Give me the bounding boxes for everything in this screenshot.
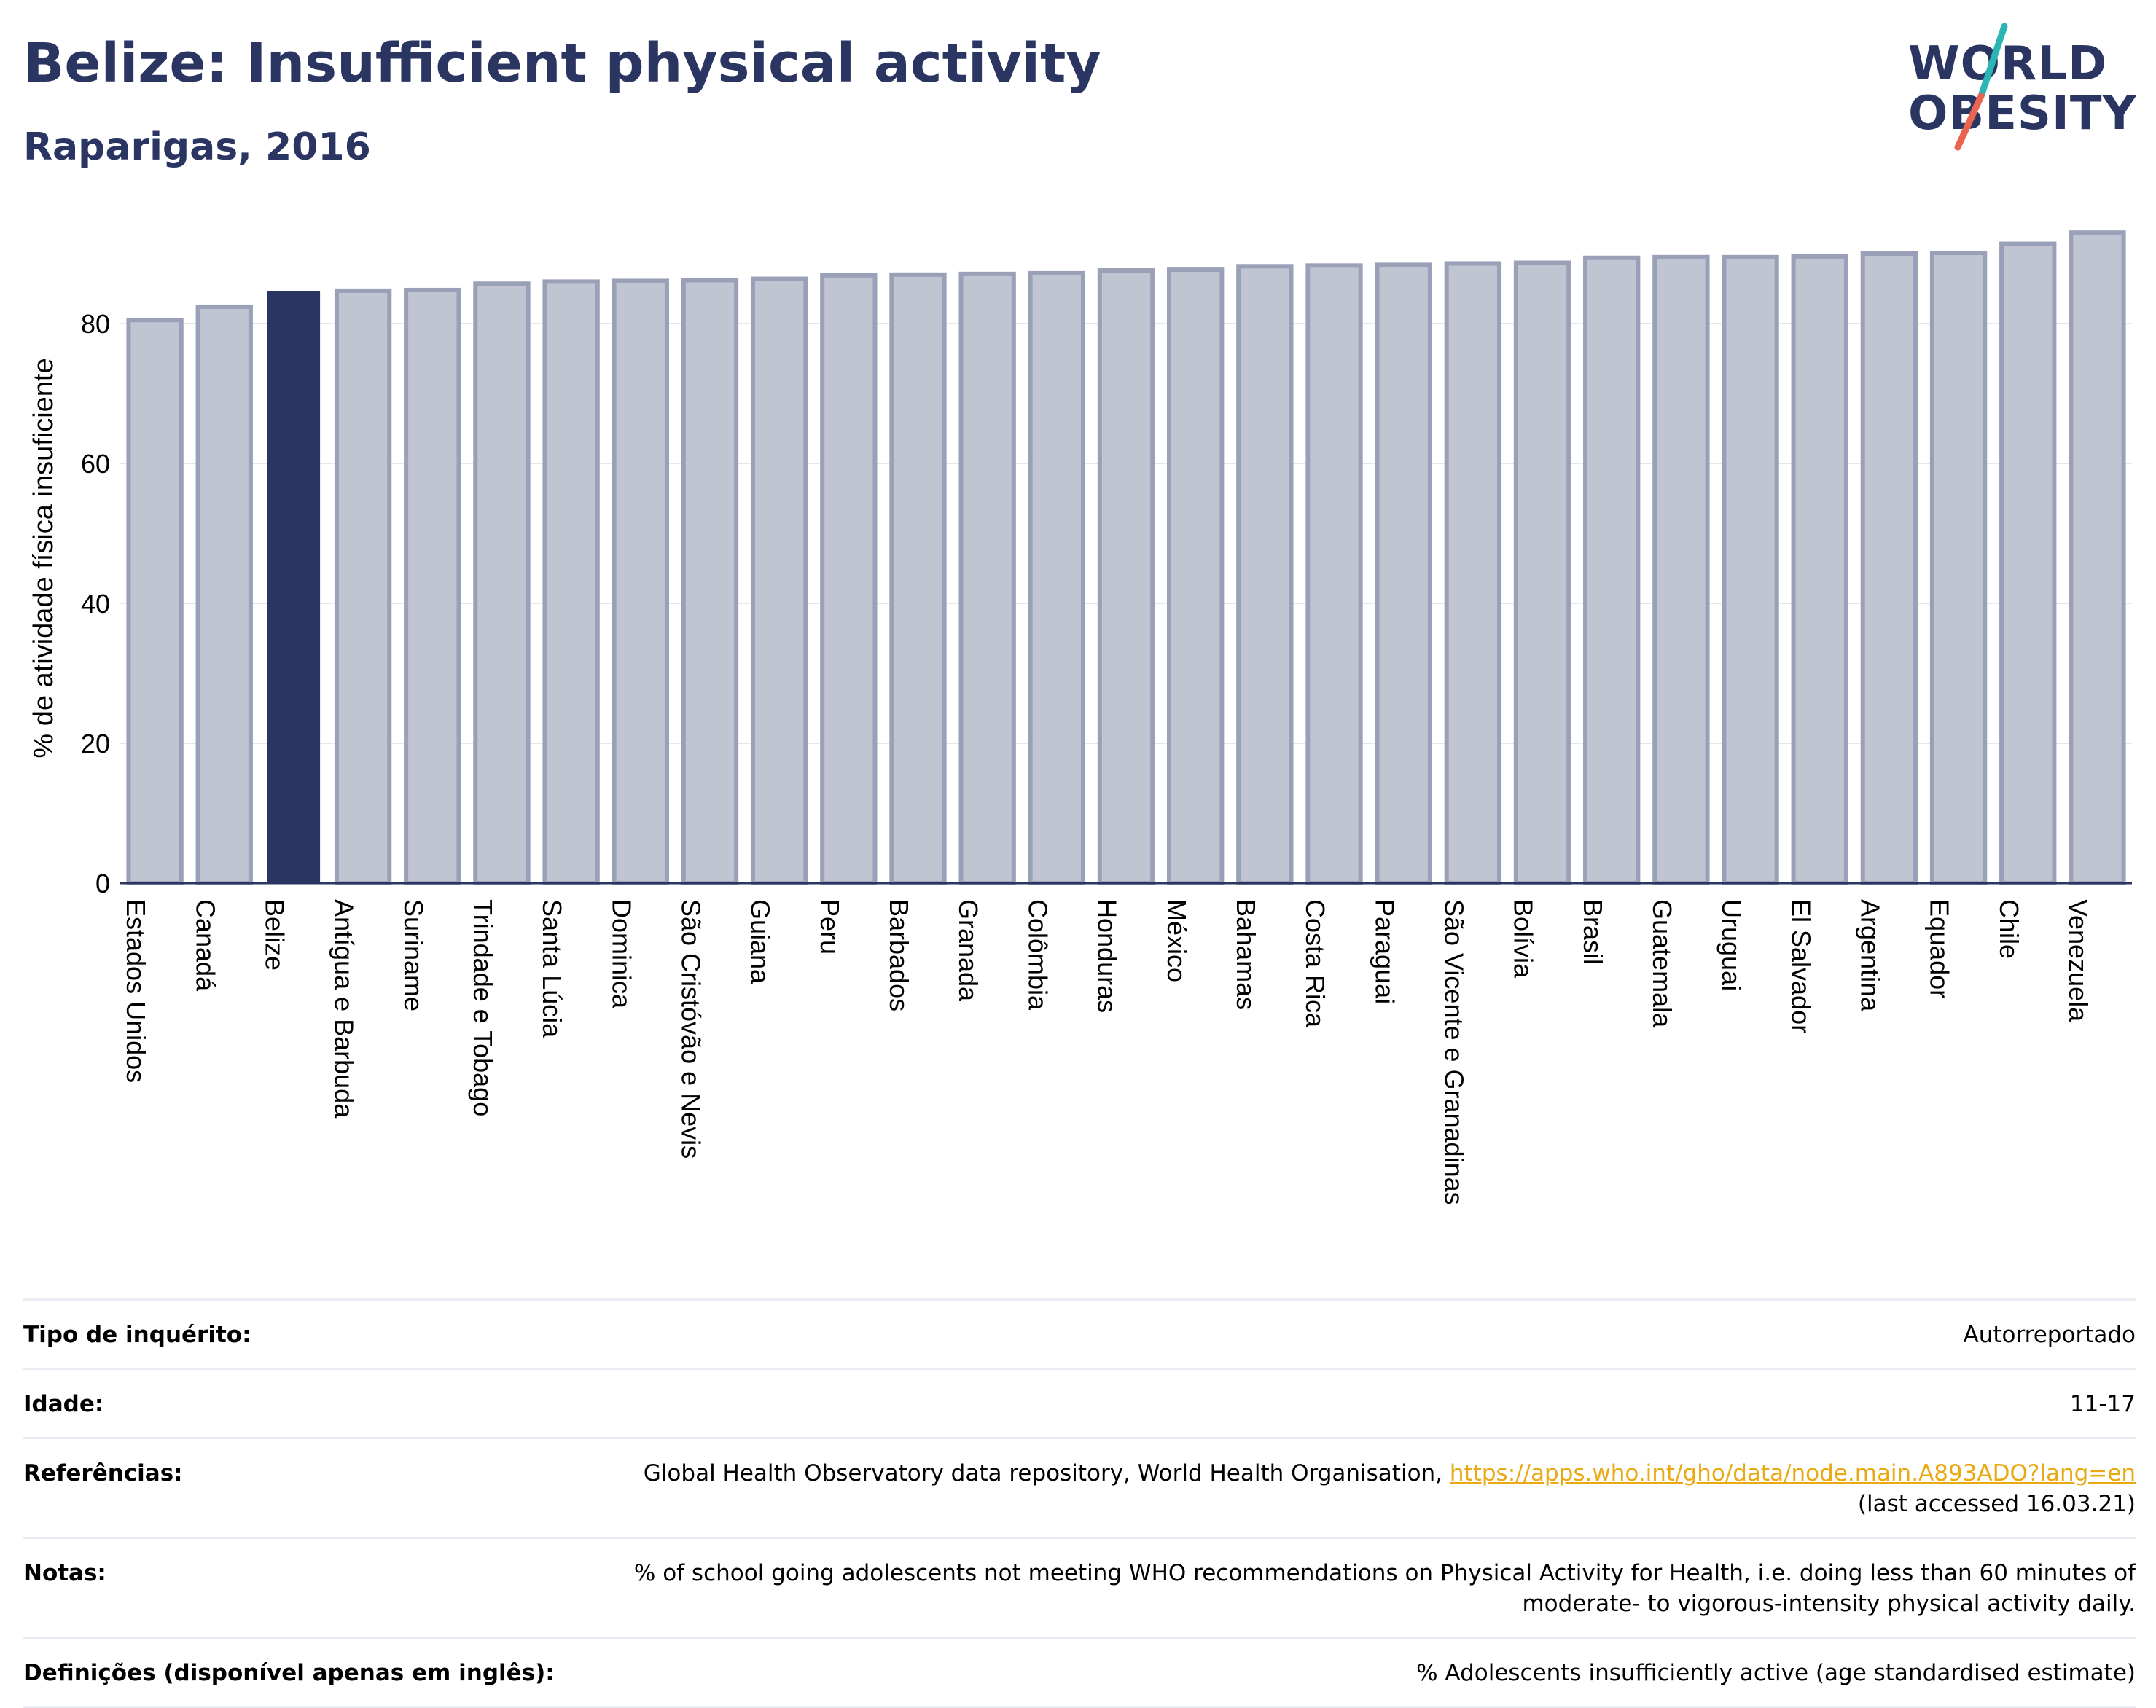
bar — [681, 278, 739, 886]
bar — [820, 273, 878, 885]
y-tick-label: 60 — [81, 449, 110, 479]
x-tick-label: Chile — [1994, 899, 2024, 959]
x-tick-label: Guatemala — [1647, 899, 1677, 1028]
x-tick-label: Brasil — [1578, 899, 1608, 965]
y-tick-label: 80 — [81, 309, 110, 339]
references-link[interactable]: https://apps.who.int/gho/data/node.main.… — [1449, 1460, 2136, 1486]
info-row-age: Idade: 11-17 — [23, 1368, 2136, 1437]
notes-label: Notas: — [23, 1560, 106, 1586]
x-tick-label: Venezuela — [2063, 899, 2093, 1022]
x-tick-label: Dominica — [606, 899, 636, 1009]
references-text: Global Health Observatory data repositor… — [643, 1460, 1443, 1486]
bar — [1791, 254, 1848, 885]
definitions-label: Definições (disponível apenas em inglês)… — [23, 1660, 555, 1686]
y-axis-label: % de atividade física insuficiente — [28, 358, 59, 758]
survey-type-value: Autorreportado — [1963, 1322, 2136, 1348]
x-tick-label: Equador — [1925, 899, 1955, 998]
x-tick-label: São Cristóvão e Nevis — [676, 899, 706, 1159]
x-tick-label: Belize — [260, 899, 290, 971]
x-tick-label: Barbados — [884, 899, 914, 1011]
bars — [126, 230, 2126, 886]
info-row-definitions: Definições (disponível apenas em inglês)… — [23, 1637, 2136, 1708]
references-label: Referências: — [23, 1460, 183, 1486]
x-tick-label: Bahamas — [1231, 899, 1261, 1010]
bar — [1097, 268, 1155, 886]
axes: 0 20 40 60 80 Estados Unidos Canadá Belize Antíg… — [81, 309, 2132, 1205]
bar — [889, 272, 947, 886]
x-tick-label: Paraguai — [1370, 899, 1399, 1004]
bar — [1444, 261, 1502, 885]
x-tick-label: Guiana — [746, 899, 776, 984]
world-obesity-logo: WORLD OBESITY — [1895, 19, 2143, 157]
x-tick-label: Estados Unidos — [121, 899, 151, 1083]
bar — [612, 278, 669, 885]
bar — [2069, 230, 2126, 885]
bar — [1583, 255, 1641, 885]
logo-slash-icon — [1954, 23, 2008, 151]
x-tick-label: Colômbia — [1023, 899, 1052, 1011]
chart-title: Belize: Insufficient physical activity — [23, 32, 1101, 95]
bar — [1236, 264, 1294, 885]
x-tick-label: México — [1162, 899, 1192, 982]
x-tick-label: Costa Rica — [1300, 899, 1330, 1028]
bar — [126, 318, 184, 885]
x-tick-label: Santa Lúcia — [537, 899, 567, 1038]
logo-word-world: WORLD — [1908, 37, 2108, 91]
x-tick-label: São Vicente e Granadinas — [1439, 899, 1469, 1205]
chart-subtitle: Raparigas, 2016 — [23, 125, 371, 169]
info-row-notes: Notas: % of school going adolescents not… — [23, 1537, 2136, 1637]
y-tick-label: 0 — [95, 869, 110, 898]
y-tick-label: 20 — [81, 729, 110, 759]
references-accessed: (last accessed 16.03.21) — [1857, 1491, 2136, 1517]
x-tick-label: Granada — [953, 899, 983, 1002]
bar-chart: 0 20 40 60 80 Estados Unidos Canadá Belize Antíg… — [28, 230, 2132, 1205]
logo-word-obesity: OBESITY — [1908, 87, 2137, 141]
x-tick-label: Honduras — [1093, 899, 1122, 1013]
age-label: Idade: — [23, 1391, 104, 1417]
bar — [1722, 254, 1779, 886]
y-tick-label: 40 — [81, 589, 110, 619]
info-row-survey: Tipo de inquérito: Autorreportado — [23, 1298, 2136, 1368]
bar — [473, 281, 531, 885]
x-tick-label: Uruguai — [1716, 899, 1746, 991]
bar — [750, 276, 808, 885]
survey-type-label: Tipo de inquérito: — [23, 1322, 251, 1348]
bar — [1375, 262, 1432, 886]
x-tick-label: Canadá — [190, 899, 220, 992]
x-tick-label: Peru — [815, 899, 845, 955]
bar — [267, 291, 321, 884]
bar — [1860, 251, 1918, 885]
x-tick-label: Bolívia — [1509, 899, 1539, 979]
references-value: Global Health Observatory data repositor… — [644, 1458, 2136, 1519]
bar — [1513, 260, 1571, 886]
bar — [195, 304, 253, 885]
definitions-value: % Adolescents insufficiently active (age… — [1416, 1660, 2136, 1686]
bar — [958, 271, 1016, 885]
x-tick-label: Trindade e Tobago — [468, 899, 498, 1116]
bar — [404, 287, 461, 886]
bar — [1929, 251, 1988, 886]
bar — [1305, 263, 1363, 885]
notes-value: % of school going adolescents not meetin… — [633, 1560, 2136, 1617]
bar — [1028, 270, 1085, 885]
bar — [1652, 254, 1710, 886]
x-tick-label: Suriname — [399, 899, 429, 1011]
bar — [334, 288, 392, 885]
bar — [1167, 267, 1225, 885]
x-tick-label: Antígua e Barbuda — [329, 899, 359, 1119]
info-row-references: Referências: Global Health Observatory d… — [23, 1437, 2136, 1537]
info-table: Tipo de inquérito: Autorreportado Idade:… — [23, 1298, 2136, 1708]
bar — [542, 279, 600, 885]
bar — [1999, 241, 2057, 885]
x-tick-label: Argentina — [1855, 899, 1885, 1012]
x-tick-label: El Salvador — [1786, 899, 1816, 1033]
age-value: 11-17 — [2069, 1391, 2136, 1417]
